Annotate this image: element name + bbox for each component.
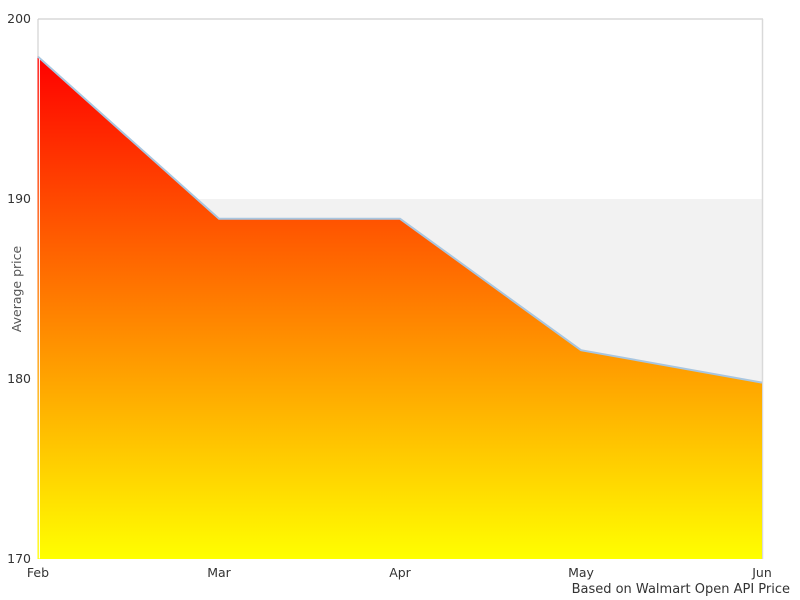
y-tick-200: 200 — [7, 11, 31, 26]
x-tick-mar: Mar — [207, 565, 231, 580]
x-tick-jun: Jun — [752, 565, 772, 580]
x-tick-feb: Feb — [26, 565, 50, 580]
y-tick-190: 190 — [7, 191, 31, 206]
chart-caption: Based on Walmart Open API Price — [571, 582, 790, 597]
x-tick-may: May — [568, 565, 594, 580]
y-tick-180: 180 — [7, 371, 31, 386]
y-tick-170: 170 — [7, 551, 31, 566]
x-tick-apr: Apr — [389, 565, 411, 580]
y-axis-title: Average price — [9, 245, 24, 333]
